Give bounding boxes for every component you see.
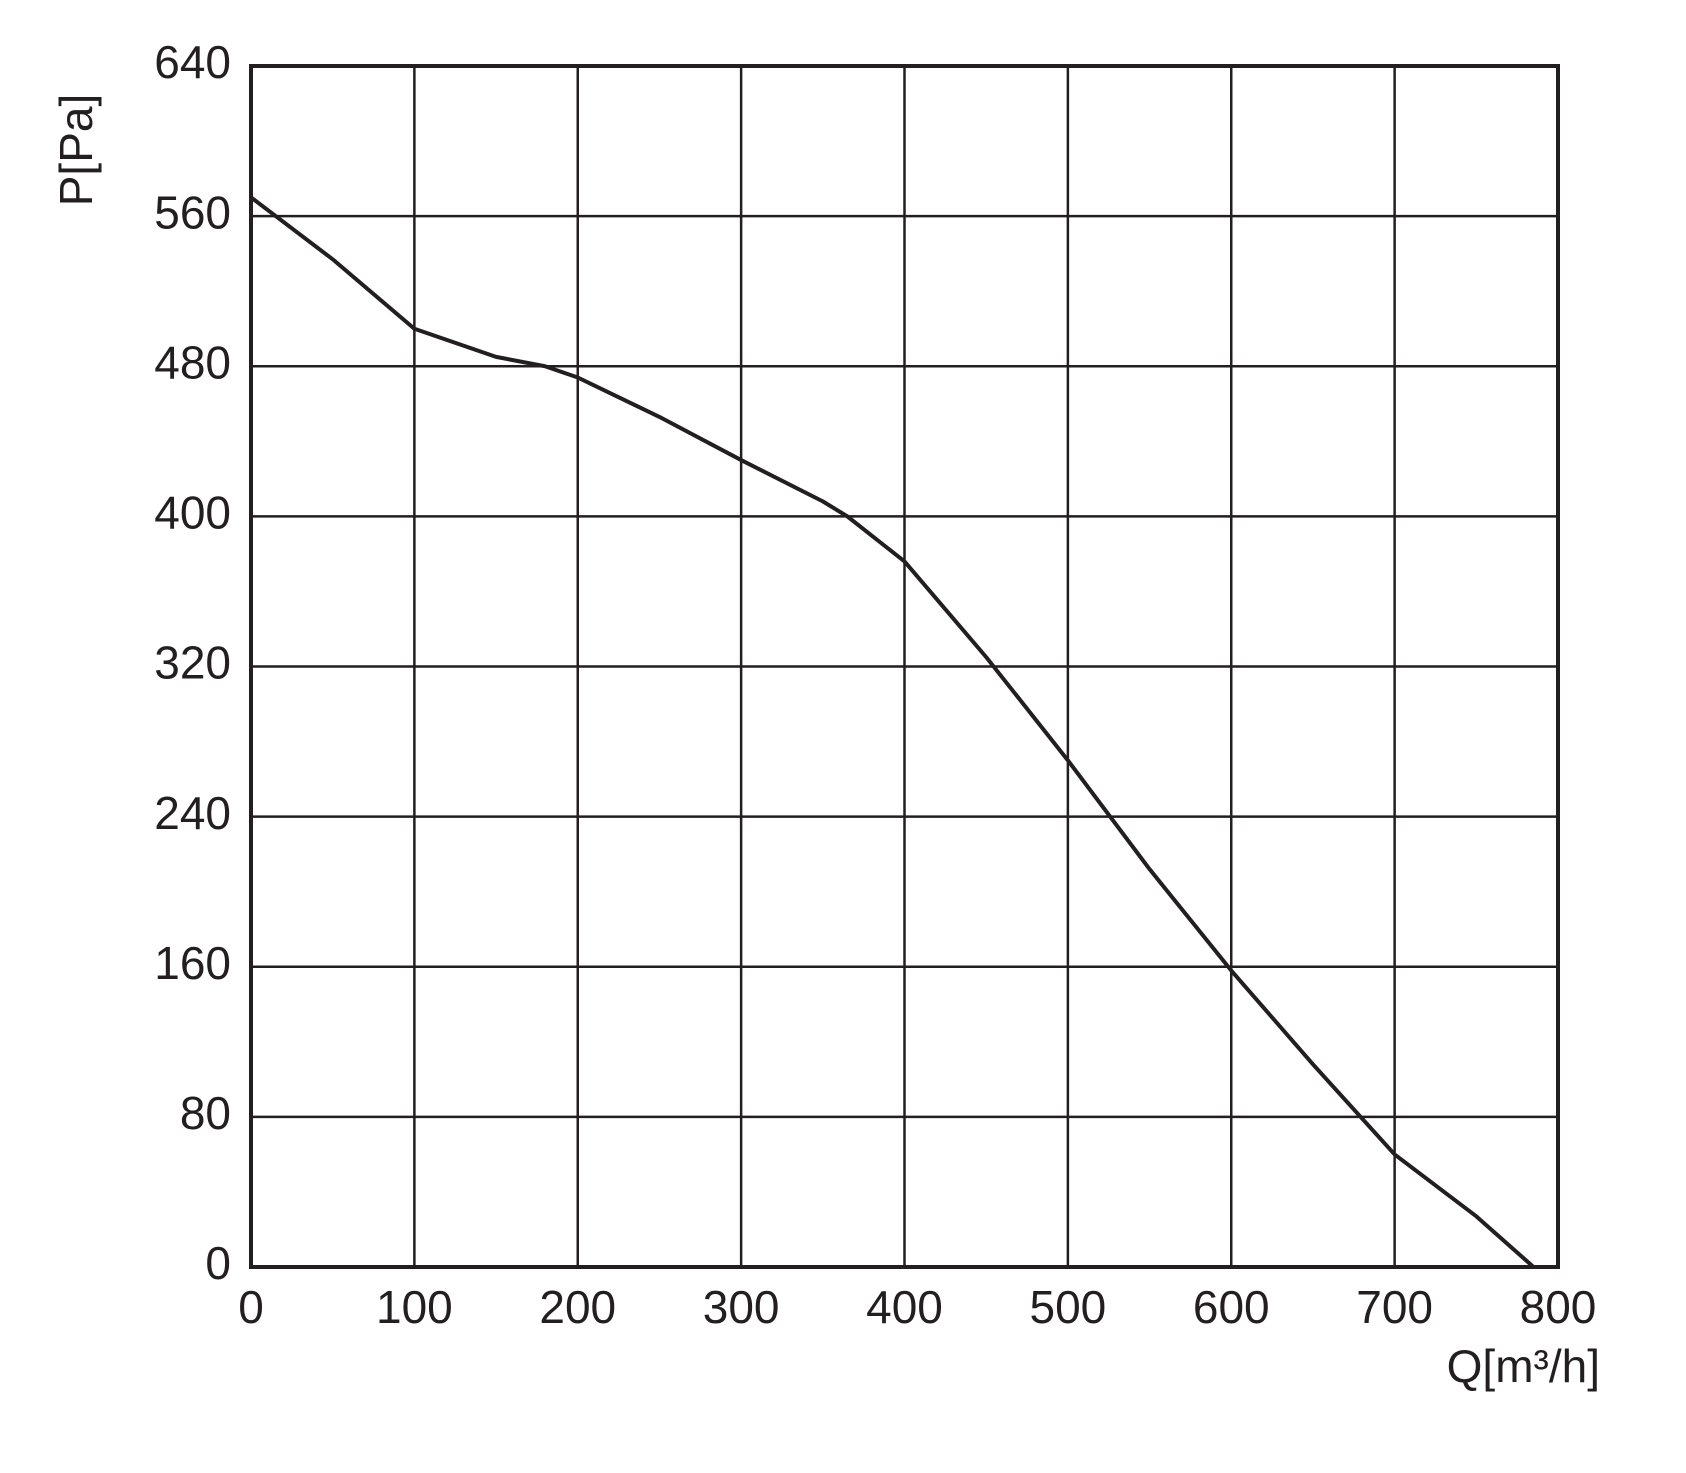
y-tick-label: 160 [154,937,231,989]
curve [249,195,1535,1269]
x-tick-label: 700 [1356,1281,1433,1333]
y-axis-label: P[Pa] [50,94,102,207]
y-tick-label: 400 [154,487,231,539]
x-tick-label: 800 [1520,1281,1597,1333]
plot-frame [249,64,1560,1269]
x-tick-label: 0 [238,1281,264,1333]
x-tick-label: 400 [866,1281,943,1333]
x-tick-label: 500 [1030,1281,1107,1333]
x-tick-label: 600 [1193,1281,1270,1333]
y-tick-label: 480 [154,336,231,388]
y-tick-label: 320 [154,637,231,689]
y-tick-label: 0 [205,1237,231,1289]
y-tick-label: 640 [154,36,231,88]
x-tick-label: 100 [376,1281,453,1333]
x-axis-label: Q[m³/h] [1447,1340,1600,1392]
x-tick-label: 300 [703,1281,780,1333]
y-tick-label: 80 [180,1087,231,1139]
y-tick-label: 560 [154,186,231,238]
y-tick-label: 240 [154,787,231,839]
x-tick-label: 200 [539,1281,616,1333]
